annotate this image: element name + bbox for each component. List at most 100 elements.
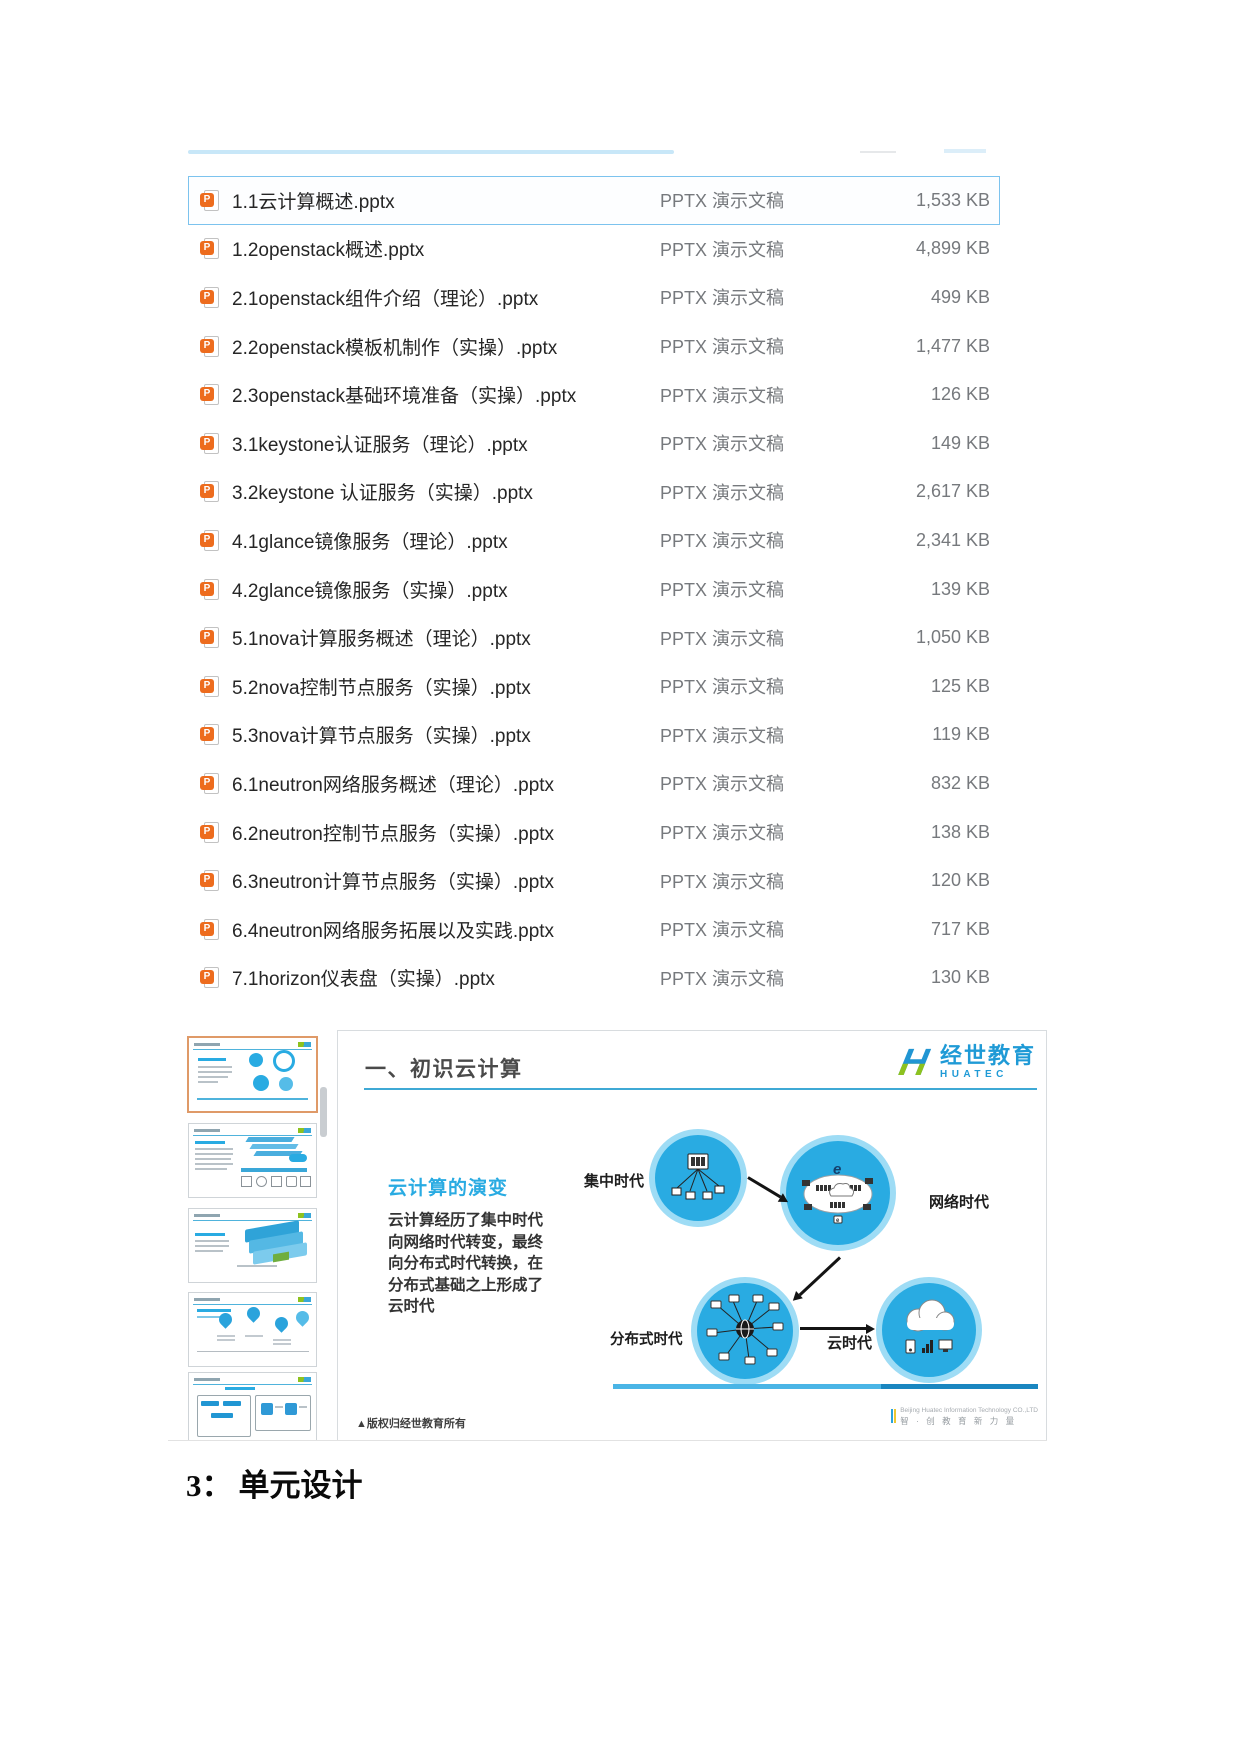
file-size: 2,341 KB — [915, 529, 990, 550]
file-row[interactable]: P 3.2keystone 认证服务（实操）.pptx PPTX 演示文稿 2,… — [188, 468, 1000, 517]
cloud-era-node — [876, 1277, 982, 1383]
list-header-remnant-dash — [860, 151, 896, 153]
arrow-centralized-to-network — [747, 1176, 782, 1199]
file-row[interactable]: P 6.4neutron网络服务拓展以及实践.pptx PPTX 演示文稿 71… — [188, 905, 1000, 954]
file-size: 119 KB — [932, 724, 990, 745]
slide-title: 一、初识云计算 — [365, 1058, 523, 1081]
ppt-file-icon: P — [200, 578, 219, 600]
cloud-era-label: 云时代 — [827, 1335, 873, 1352]
file-row[interactable]: P 6.2neutron控制节点服务（实操）.pptx PPTX 演示文稿 13… — [188, 808, 1000, 857]
arrow-network-to-distributed — [798, 1256, 842, 1297]
file-row[interactable]: P 2.1openstack组件介绍（理论）.pptx PPTX 演示文稿 49… — [188, 273, 1000, 322]
ppt-file-icon: P — [200, 675, 219, 697]
file-name: 1.1云计算概述.pptx — [232, 191, 395, 213]
ppt-file-icon: P — [200, 432, 219, 454]
slide-thumbnail-2[interactable] — [188, 1123, 317, 1198]
section-heading: 3： 单元设计 — [186, 1460, 363, 1505]
file-type: PPTX 演示文稿 — [660, 482, 785, 503]
svg-text:e: e — [836, 1218, 840, 1224]
file-type: PPTX 演示文稿 — [660, 239, 785, 260]
slide-thumbnail-3[interactable] — [188, 1208, 317, 1283]
file-row[interactable]: P 2.3openstack基础环境准备（实操）.pptx PPTX 演示文稿 … — [188, 370, 1000, 419]
file-name: 2.3openstack基础环境准备（实操）.pptx — [232, 386, 577, 408]
file-type: PPTX 演示文稿 — [660, 531, 785, 552]
file-size: 499 KB — [930, 286, 990, 307]
file-size: 832 KB — [930, 772, 990, 793]
file-type: PPTX 演示文稿 — [660, 871, 785, 892]
ppt-icon-badge: P — [200, 435, 214, 450]
file-type: PPTX 演示文稿 — [660, 628, 785, 649]
file-row[interactable]: P 3.1keystone认证服务（理论）.pptx PPTX 演示文稿 149… — [188, 419, 1000, 468]
slide-canvas: 一、初识云计算 H H 经世教育 HUATEC 云计算的演变 云计算经历了集中时… — [337, 1030, 1047, 1440]
file-type: PPTX 演示文稿 — [660, 725, 785, 746]
thumbnail-scrollbar[interactable] — [320, 1087, 327, 1137]
thumb-title-line — [194, 1043, 220, 1046]
slide-thumbnail-1[interactable] — [187, 1036, 318, 1113]
huatec-logo-text: 经世教育 HUATEC — [939, 1043, 1036, 1081]
distributed-era-node — [691, 1277, 799, 1385]
file-size: 4,899 KB — [915, 238, 990, 259]
ppt-file-icon: P — [200, 821, 219, 843]
ppt-file-icon: P — [200, 870, 219, 892]
slide-bottom-bar-dark — [881, 1384, 1038, 1389]
list-header-remnant-bar-right — [944, 149, 986, 153]
file-row[interactable]: P 1.1云计算概述.pptx PPTX 演示文稿 1,533 KB — [188, 176, 1000, 225]
slide-preview-image: 一、初识云计算 H H 经世教育 HUATEC 云计算的演变 云计算经历了集中时… — [168, 1028, 1047, 1441]
file-type: PPTX 演示文稿 — [660, 434, 785, 455]
huatec-logo: H H 经世教育 HUATEC — [896, 1042, 1036, 1084]
ppt-icon-badge: P — [200, 873, 214, 888]
ppt-icon-badge: P — [200, 241, 214, 256]
slide-thumbnail-5[interactable] — [188, 1372, 317, 1440]
file-size: 130 KB — [930, 967, 990, 988]
list-header-remnant-bar — [188, 150, 674, 154]
file-size: 2,617 KB — [915, 481, 990, 502]
file-type: PPTX 演示文稿 — [660, 288, 785, 309]
ppt-file-icon: P — [200, 627, 219, 649]
file-name: 3.1keystone认证服务（理论）.pptx — [232, 434, 528, 456]
ppt-icon-badge: P — [200, 775, 214, 790]
slide-title-rule — [364, 1088, 1037, 1090]
file-name: 1.2openstack概述.pptx — [232, 240, 425, 262]
file-row[interactable]: P 7.1horizon仪表盘（实操）.pptx PPTX 演示文稿 130 K… — [188, 954, 1000, 1003]
file-type: PPTX 演示文稿 — [660, 580, 785, 601]
file-name: 6.2neutron控制节点服务（实操）.pptx — [232, 823, 555, 845]
file-row[interactable]: P 5.1nova计算服务概述（理论）.pptx PPTX 演示文稿 1,050… — [188, 613, 1000, 662]
mainframe-icon — [671, 1153, 725, 1200]
file-row[interactable]: P 6.1neutron网络服务概述（理论）.pptx PPTX 演示文稿 83… — [188, 759, 1000, 808]
file-size: 139 KB — [930, 578, 990, 599]
file-name: 4.1glance镜像服务（理论）.pptx — [232, 531, 508, 553]
ppt-icon-badge: P — [200, 387, 214, 402]
arrow-distributed-to-cloud — [800, 1327, 866, 1330]
ppt-icon-badge: P — [200, 727, 214, 742]
file-name: 4.2glance镜像服务（实操）.pptx — [232, 580, 508, 602]
file-row[interactable]: P 4.1glance镜像服务（理论）.pptx PPTX 演示文稿 2,341… — [188, 516, 1000, 565]
file-list: P 1.1云计算概述.pptx PPTX 演示文稿 1,533 KB P 1.2… — [188, 176, 1000, 1002]
file-row[interactable]: P 6.3neutron计算节点服务（实操）.pptx PPTX 演示文稿 12… — [188, 856, 1000, 905]
ppt-file-icon: P — [200, 967, 219, 989]
ppt-icon-badge: P — [200, 921, 214, 936]
file-row[interactable]: P 1.2openstack概述.pptx PPTX 演示文稿 4,899 KB — [188, 225, 1000, 274]
centralized-era-label: 集中时代 — [584, 1173, 645, 1190]
file-row[interactable]: P 4.2glance镜像服务（实操）.pptx PPTX 演示文稿 139 K… — [188, 565, 1000, 614]
ppt-file-icon: P — [200, 189, 219, 211]
file-type: PPTX 演示文稿 — [660, 337, 785, 358]
file-row[interactable]: P 5.3nova计算节点服务（实操）.pptx PPTX 演示文稿 119 K… — [188, 711, 1000, 760]
file-row[interactable]: P 5.2nova控制节点服务（实操）.pptx PPTX 演示文稿 125 K… — [188, 662, 1000, 711]
file-name: 2.2openstack模板机制作（实操）.pptx — [232, 337, 558, 359]
file-name: 5.3nova计算节点服务（实操）.pptx — [232, 726, 531, 748]
slide-body-text: 云计算经历了集中时代 向网络时代转变，最终 向分布式时代转换，在 分布式基础之上形成了… — [388, 1210, 550, 1318]
file-size: 126 KB — [930, 384, 990, 405]
globe-network-icon — [706, 1294, 784, 1365]
slide-body-line: 向分布式时代转换，在 — [388, 1255, 544, 1272]
ppt-file-icon: P — [200, 335, 219, 357]
file-name: 7.1horizon仪表盘（实操）.pptx — [232, 969, 495, 991]
slide-thumbnail-4[interactable] — [188, 1292, 317, 1367]
file-row[interactable]: P 2.2openstack模板机制作（实操）.pptx PPTX 演示文稿 1… — [188, 322, 1000, 371]
ppt-icon-badge: P — [200, 289, 214, 304]
file-name: 3.2keystone 认证服务（实操）.pptx — [232, 483, 533, 505]
ppt-file-icon: P — [200, 481, 219, 503]
file-type: PPTX 演示文稿 — [660, 774, 785, 795]
network-era-label: 网络时代 — [929, 1194, 990, 1211]
section-heading-number: 3： — [186, 1468, 233, 1503]
file-size: 120 KB — [930, 870, 990, 891]
